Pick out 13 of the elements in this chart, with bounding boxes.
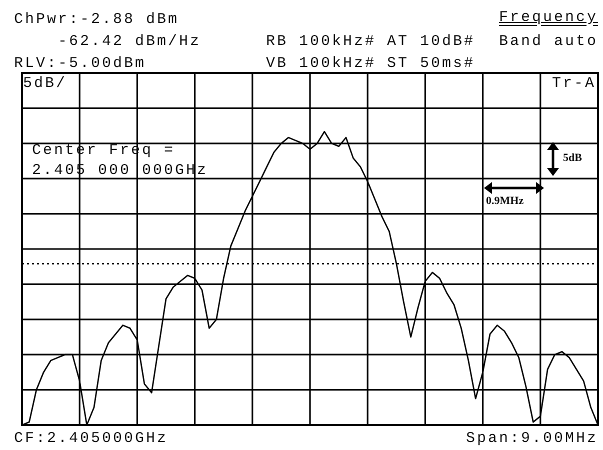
text: ChPwr:-2.88 dBm [14,11,180,29]
text: 5dB/ [23,75,68,93]
text: Frequency [498,9,598,27]
annotation: 5dB [563,152,582,164]
text: RB 100kHz# AT 10dB# [266,33,476,51]
annotation: 0.9MHz [486,195,524,207]
text: -62.42 dBm/Hz [58,33,202,51]
text: Band auto [498,33,598,51]
text: Tr-A [552,75,596,93]
text: Span:9.00MHz [466,430,598,448]
text: VB 100kHz# ST 50ms# [266,55,476,73]
text: CF:2.405000GHz [14,430,168,448]
text: RLV:-5.00dBm [14,55,146,73]
